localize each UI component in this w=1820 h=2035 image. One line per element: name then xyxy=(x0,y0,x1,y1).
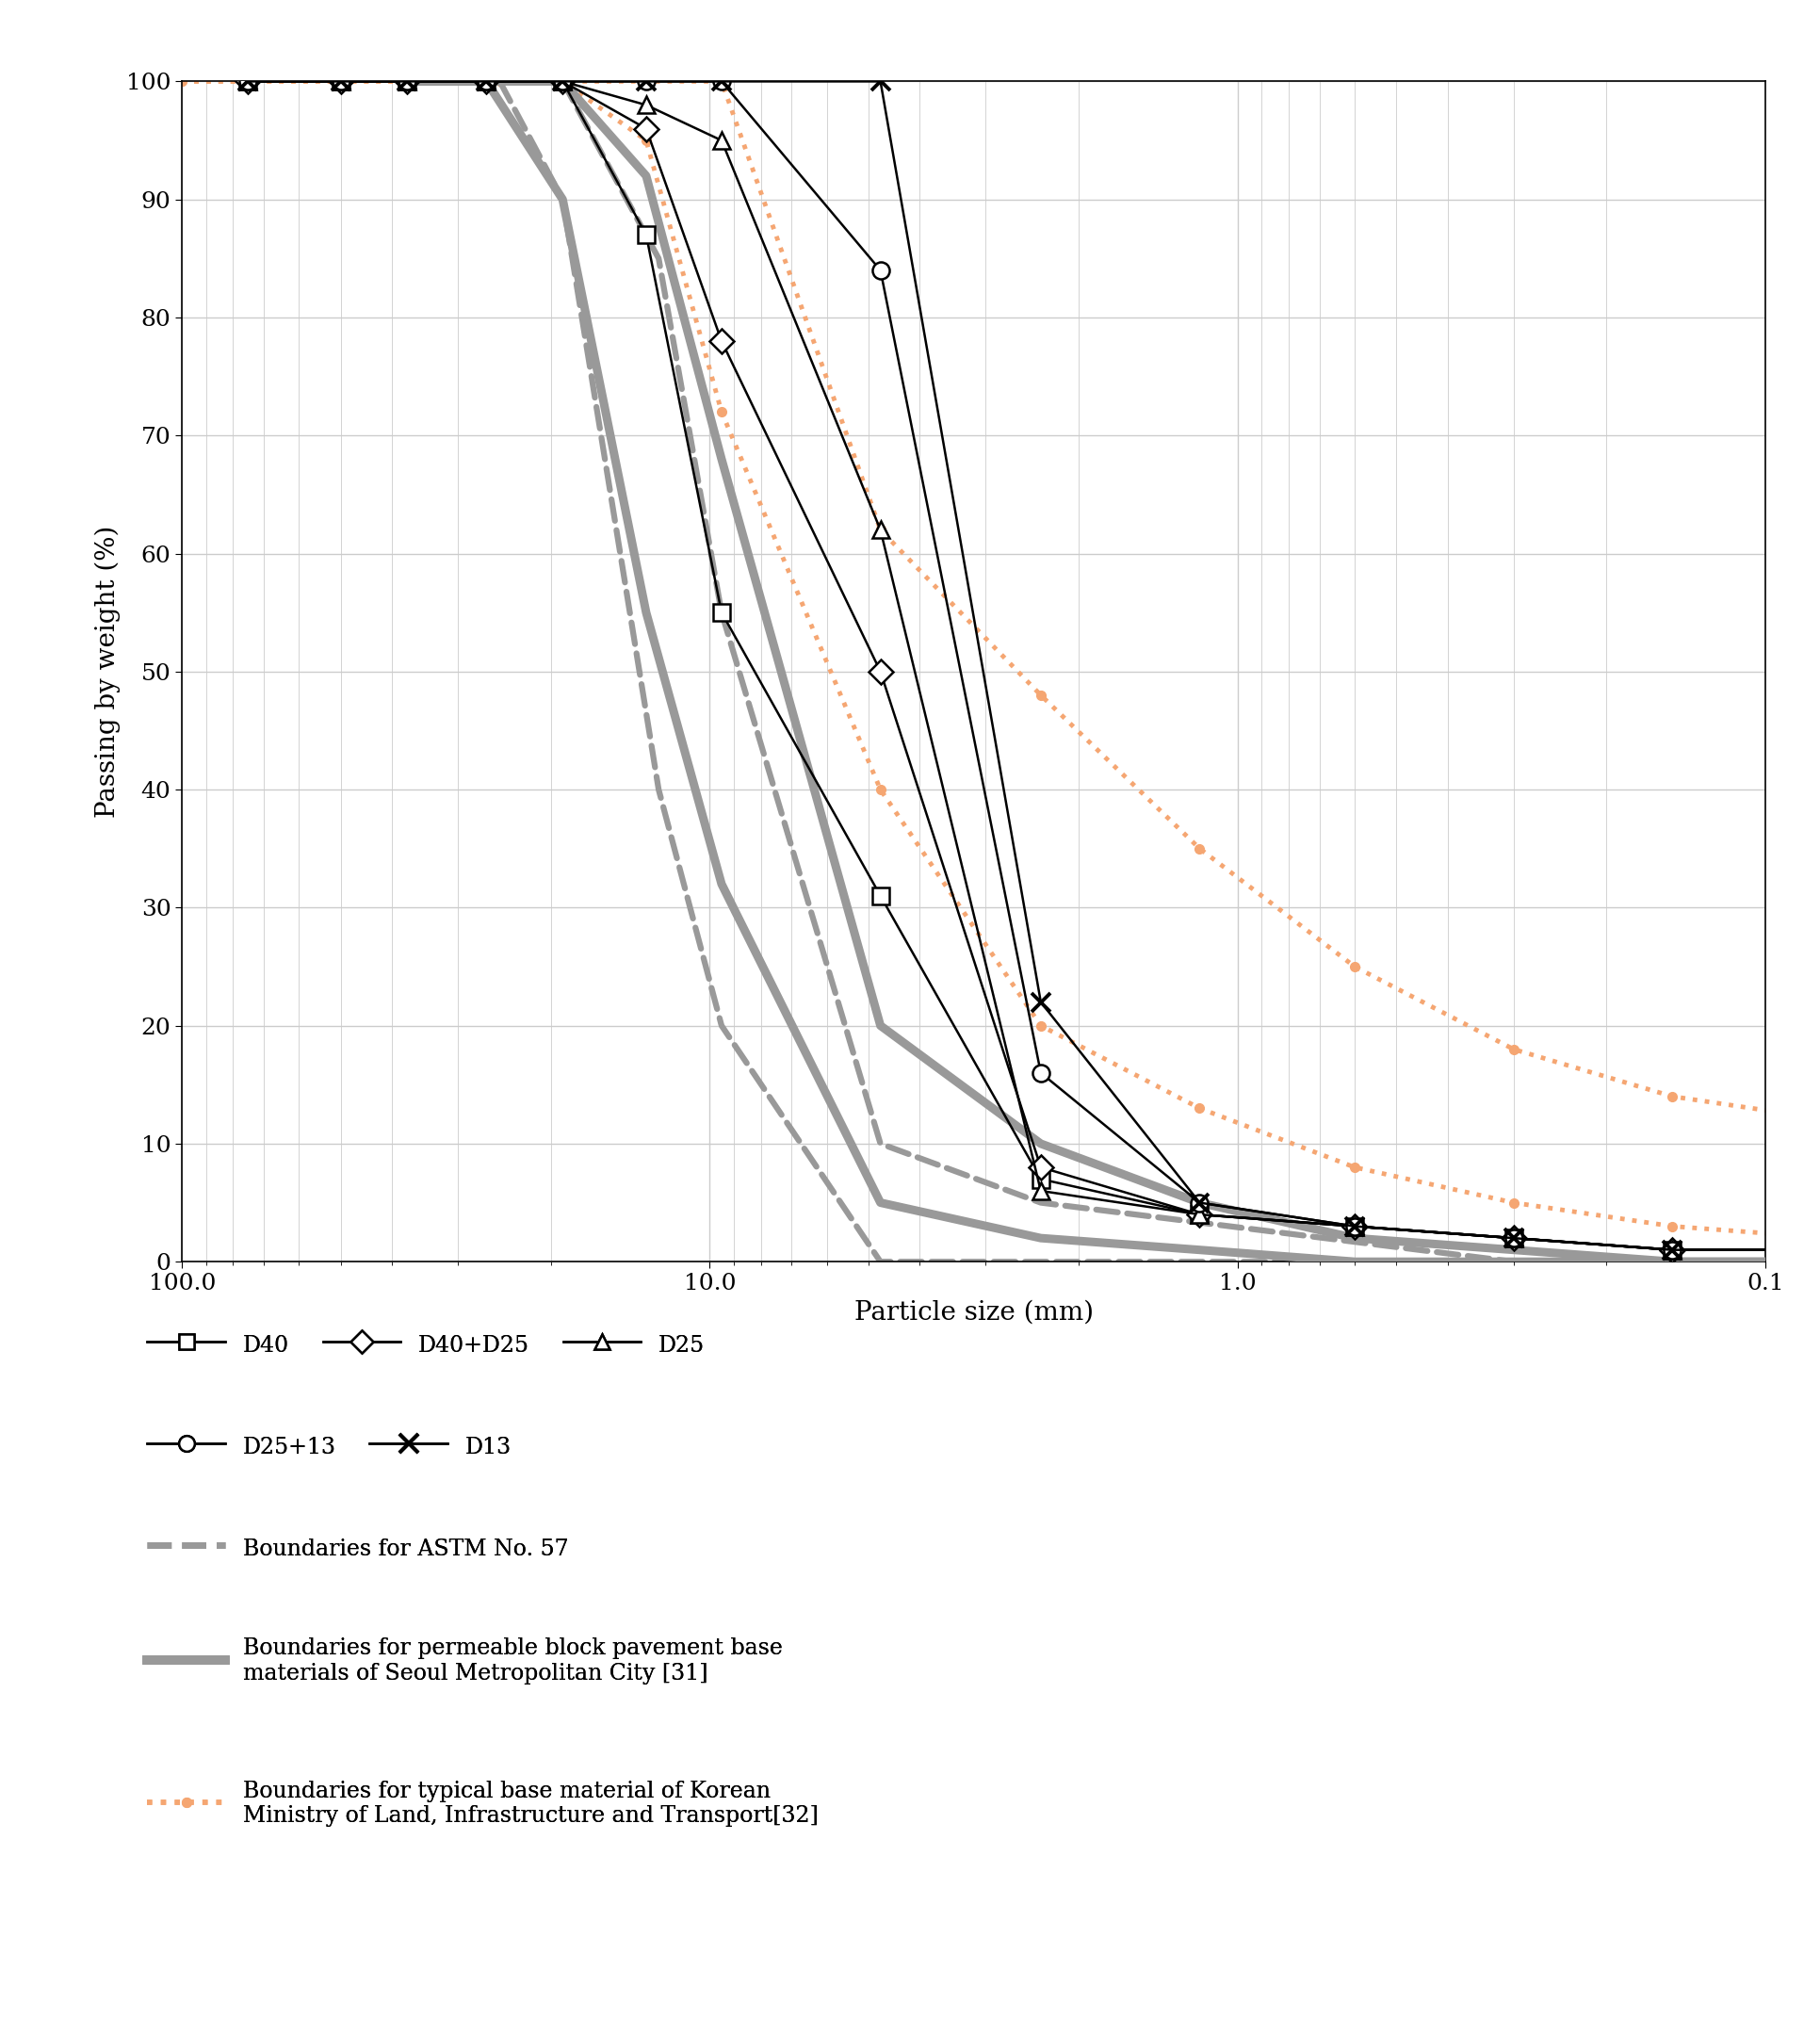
X-axis label: Particle size (mm): Particle size (mm) xyxy=(854,1300,1094,1325)
Y-axis label: Passing by weight (%): Passing by weight (%) xyxy=(95,525,120,818)
Legend: Boundaries for typical base material of Korean
Ministry of Land, Infrastructure : Boundaries for typical base material of … xyxy=(138,1770,828,1836)
